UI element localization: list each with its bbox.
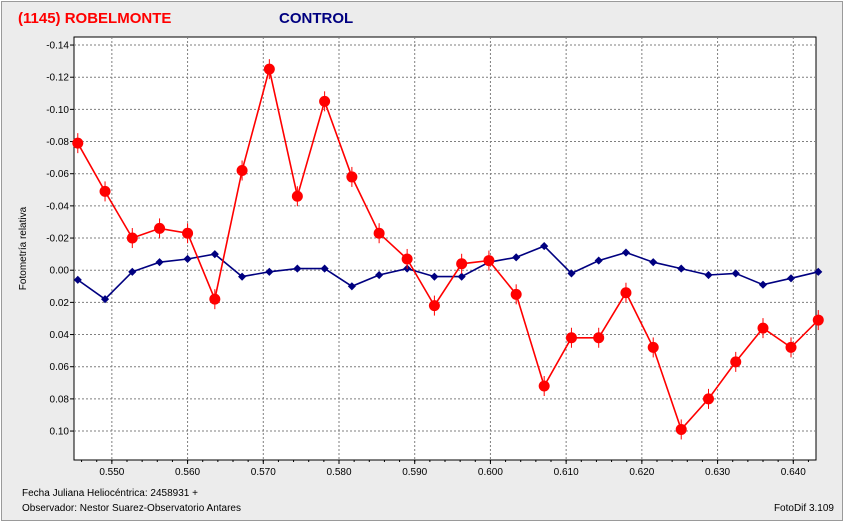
data-point [540, 242, 549, 251]
y-tick-label: -0.02 [46, 234, 69, 245]
date-line: Fecha Juliana Heliocéntrica: 2458931 + [22, 488, 198, 499]
x-tick-label: 0.640 [781, 467, 806, 478]
y-tick-label: 0.10 [50, 427, 70, 438]
data-point [238, 272, 247, 281]
data-point [731, 269, 740, 278]
data-point [236, 164, 248, 176]
control-title: CONTROL [279, 10, 354, 27]
data-point [510, 288, 522, 300]
data-point [210, 250, 219, 259]
y-tick-label: 0.00 [50, 266, 70, 277]
data-point [647, 341, 659, 353]
data-point [182, 227, 194, 239]
data-point [154, 222, 166, 234]
y-tick-label: -0.12 [46, 73, 69, 84]
data-point [457, 272, 466, 281]
data-point [512, 253, 521, 262]
data-point [128, 267, 137, 276]
data-point [730, 356, 742, 368]
x-tick-label: 0.630 [705, 467, 730, 478]
data-point [675, 423, 687, 435]
y-tick-label: -0.14 [46, 41, 69, 52]
data-point [373, 227, 385, 239]
y-axis-label: Fotometría relativa [18, 206, 29, 290]
data-point [594, 256, 603, 265]
data-point [291, 190, 303, 202]
data-point [785, 341, 797, 353]
data-point [428, 300, 440, 312]
data-point [704, 270, 713, 280]
x-tick-label: 0.570 [251, 467, 276, 478]
x-axis: 0.550 0.560 0.570 0.580 0.590 0.600 0.610 0.620… [81, 460, 809, 478]
data-point [758, 280, 768, 289]
data-point [347, 282, 356, 291]
data-point [100, 295, 110, 304]
data-point [183, 254, 192, 264]
x-tick-label: 0.590 [402, 467, 427, 478]
y-tick-label: -0.06 [46, 169, 69, 180]
data-point [99, 185, 111, 197]
data-point [593, 332, 605, 344]
data-point [702, 393, 714, 405]
data-point [677, 264, 686, 273]
data-point [155, 258, 164, 267]
data-point [483, 255, 495, 267]
data-point [375, 270, 384, 280]
y-tick-label: 0.04 [50, 330, 70, 341]
data-point [538, 380, 550, 392]
x-tick-label: 0.560 [175, 467, 200, 478]
data-point [73, 275, 82, 284]
data-point [649, 258, 658, 267]
data-point [319, 95, 331, 107]
data-point [814, 267, 823, 276]
data-point [346, 171, 358, 183]
target-series [72, 59, 824, 440]
grid-lines [74, 37, 816, 460]
data-point [456, 258, 468, 270]
y-tick-label: -0.08 [46, 137, 69, 148]
data-point [620, 287, 632, 299]
series-line [77, 68, 819, 431]
data-point [209, 293, 221, 305]
data-point [263, 63, 275, 75]
series-line [77, 245, 819, 301]
data-point [72, 137, 84, 149]
data-point [565, 332, 577, 344]
x-tick-label: 0.580 [326, 467, 351, 478]
y-tick-label: 0.08 [50, 394, 70, 405]
target-title: (1145) ROBELMONTE [18, 10, 172, 27]
data-point [567, 269, 576, 278]
plot-area [73, 36, 817, 461]
data-point [621, 248, 631, 257]
y-tick-label: 0.02 [50, 298, 70, 309]
series-layer [72, 59, 824, 440]
y-tick-label: -0.04 [46, 201, 69, 212]
y-tick-label: -0.10 [46, 105, 69, 116]
x-tick-label: 0.550 [99, 467, 124, 478]
x-tick-label: 0.620 [629, 467, 654, 478]
data-point [320, 264, 329, 273]
data-point [265, 267, 274, 276]
data-point [126, 232, 138, 244]
y-axis: -0.14 -0.12 -0.10 -0.08 -0.06 -0.04 -0.02 0.00 0… [46, 41, 74, 438]
x-tick-label: 0.600 [478, 467, 503, 478]
x-tick-label: 0.610 [554, 467, 579, 478]
data-point [401, 253, 413, 265]
data-point [757, 322, 769, 334]
software-version: FotoDif 3.109 [773, 503, 834, 514]
observer-line: Observador: Nestor Suarez-Observatorio A… [22, 503, 241, 514]
data-point [786, 274, 796, 283]
data-point [293, 264, 302, 273]
data-point [430, 272, 439, 281]
data-point [812, 314, 824, 326]
y-tick-label: 0.06 [50, 362, 70, 373]
